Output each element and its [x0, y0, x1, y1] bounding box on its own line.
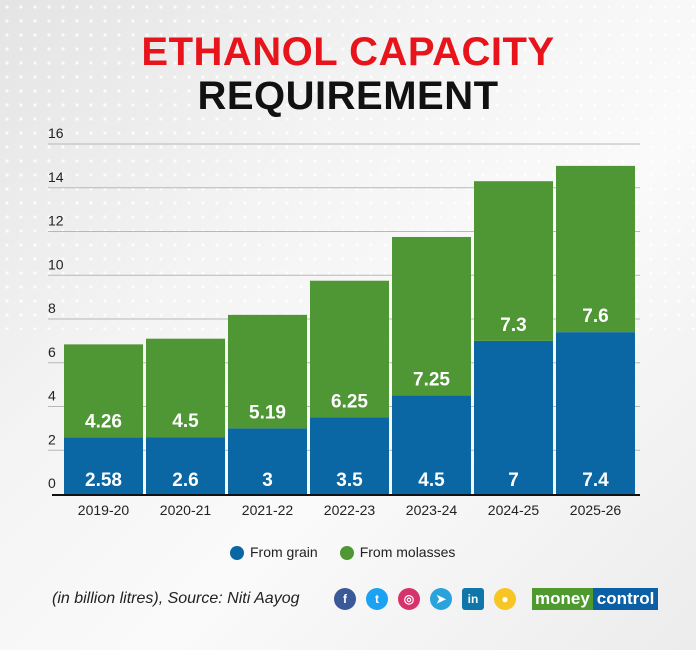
y-tick-label: 2: [48, 431, 56, 447]
y-tick-label: 10: [48, 256, 64, 272]
data-label: 2.58: [85, 470, 122, 491]
y-tick-label: 16: [48, 125, 64, 141]
bar-grain: [310, 417, 389, 494]
bar-grain: [556, 332, 635, 494]
twitter-icon[interactable]: t: [366, 588, 388, 610]
y-tick-label: 0: [48, 475, 56, 491]
legend-swatch-grain: [230, 546, 244, 561]
bar-molasses: [392, 236, 471, 396]
data-label: 7.25: [413, 370, 450, 391]
bar-grain: [474, 340, 553, 494]
y-tick-label: 12: [48, 213, 64, 229]
y-tick-label: 8: [48, 300, 56, 316]
data-label: 3.5: [336, 470, 363, 491]
legend-item-grain: From grain: [230, 544, 318, 561]
bar-molasses: [556, 165, 635, 333]
x-tick-label: 2023-24: [406, 502, 458, 518]
data-label: 3: [262, 470, 273, 491]
x-tick-label: 2019-20: [78, 502, 130, 518]
data-label: 6.25: [331, 391, 368, 412]
y-tick-label: 4: [48, 388, 56, 404]
legend: From grain From molasses: [230, 544, 455, 561]
data-label: 5.19: [249, 402, 286, 423]
legend-swatch-molasses: [339, 546, 354, 561]
bar-molasses: [64, 344, 143, 438]
legend-item-molasses: From molasses: [339, 544, 455, 561]
chart-title-line1: ETHANOL CAPACITY: [141, 30, 555, 74]
x-tick-label: 2024-25: [488, 502, 540, 518]
bar-grain: [146, 437, 225, 494]
social-icons: f t ◎ ➤ in ●: [334, 588, 516, 610]
instagram-icon[interactable]: ◎: [398, 588, 420, 610]
x-tick-label: 2021-22: [242, 502, 294, 518]
bar-grain: [228, 428, 307, 494]
chart: 0 2 4 6 8 10 12 14 16 2.58 4.26 2019-20 2.6 4.5 2020-2…: [48, 125, 640, 518]
bar-molasses: [310, 280, 389, 418]
data-label: 4.5: [418, 470, 445, 491]
telegram-icon[interactable]: ➤: [430, 588, 452, 610]
bar-grain: [392, 395, 471, 494]
x-tick-label: 2022-23: [324, 502, 376, 518]
source-note: (in billion litres), Source: Niti Aayog: [52, 590, 300, 607]
bar-molasses: [228, 314, 307, 429]
bar-grain: [64, 437, 143, 494]
data-label: 7.3: [500, 315, 526, 336]
data-label: 7: [508, 470, 519, 491]
data-label: 4.26: [85, 412, 122, 433]
chart-title-line2: REQUIREMENT: [197, 74, 499, 118]
y-tick-label: 14: [48, 169, 64, 185]
koo-icon[interactable]: ●: [494, 588, 516, 610]
x-tick-label: 2020-21: [160, 502, 212, 518]
x-tick-label: 2025-26: [570, 502, 622, 518]
bar-molasses: [474, 181, 553, 341]
data-label: 7.4: [582, 470, 609, 491]
data-label: 4.5: [172, 411, 199, 432]
data-label: 2.6: [172, 470, 198, 491]
bar-molasses: [146, 338, 225, 438]
y-tick-label: 6: [48, 344, 56, 360]
linkedin-icon[interactable]: in: [462, 588, 484, 610]
data-label: 7.6: [582, 306, 608, 327]
facebook-icon[interactable]: f: [334, 588, 356, 610]
moneycontrol-logo: money control: [532, 588, 659, 610]
